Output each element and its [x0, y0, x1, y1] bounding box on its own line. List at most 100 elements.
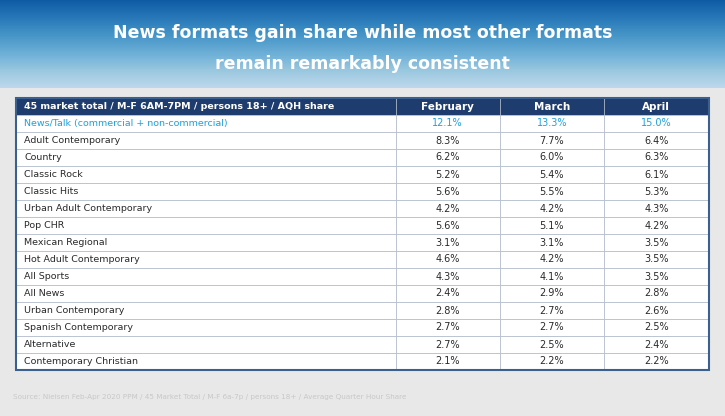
- Bar: [396, 251, 500, 268]
- Text: 3.5%: 3.5%: [644, 238, 668, 248]
- Bar: [396, 268, 500, 285]
- Text: 3.1%: 3.1%: [436, 238, 460, 248]
- Text: 6.0%: 6.0%: [539, 153, 564, 163]
- Text: 5.3%: 5.3%: [644, 186, 668, 196]
- Bar: [16, 200, 396, 217]
- Text: 2.6%: 2.6%: [644, 305, 668, 315]
- Text: 3.5%: 3.5%: [644, 255, 668, 265]
- Text: Mexican Regional: Mexican Regional: [24, 238, 107, 247]
- Bar: [396, 217, 500, 234]
- Bar: [604, 183, 709, 200]
- Bar: [396, 353, 500, 370]
- Bar: [16, 302, 396, 319]
- Bar: [500, 353, 604, 370]
- Bar: [16, 319, 396, 336]
- Bar: [604, 353, 709, 370]
- Text: Classic Hits: Classic Hits: [24, 187, 78, 196]
- Bar: [500, 115, 604, 132]
- Text: All Sports: All Sports: [24, 272, 70, 281]
- Bar: [396, 302, 500, 319]
- Bar: [396, 234, 500, 251]
- Bar: [500, 302, 604, 319]
- Bar: [16, 251, 396, 268]
- Bar: [500, 251, 604, 268]
- Bar: [604, 302, 709, 319]
- Bar: [500, 268, 604, 285]
- Text: 6.3%: 6.3%: [645, 153, 668, 163]
- Bar: [500, 336, 604, 353]
- Text: 5.2%: 5.2%: [436, 169, 460, 179]
- Text: 8.3%: 8.3%: [436, 136, 460, 146]
- Bar: [500, 200, 604, 217]
- Text: 4.2%: 4.2%: [539, 255, 564, 265]
- Bar: [396, 132, 500, 149]
- Text: 2.7%: 2.7%: [539, 322, 564, 332]
- Text: 2.8%: 2.8%: [436, 305, 460, 315]
- Bar: [16, 336, 396, 353]
- Text: remain remarkably consistent: remain remarkably consistent: [215, 55, 510, 73]
- Text: 4.2%: 4.2%: [644, 220, 668, 230]
- Bar: [500, 166, 604, 183]
- Text: 5.1%: 5.1%: [539, 220, 564, 230]
- Bar: [16, 132, 396, 149]
- Text: 2.7%: 2.7%: [436, 322, 460, 332]
- Text: 5.4%: 5.4%: [539, 169, 564, 179]
- Text: Urban Contemporary: Urban Contemporary: [24, 306, 125, 315]
- Bar: [396, 319, 500, 336]
- Bar: [604, 149, 709, 166]
- Text: News/Talk (commercial + non-commercial): News/Talk (commercial + non-commercial): [24, 119, 228, 128]
- Text: Country: Country: [24, 153, 62, 162]
- Text: 5.6%: 5.6%: [436, 186, 460, 196]
- Bar: [604, 115, 709, 132]
- Bar: [500, 217, 604, 234]
- Text: 7.7%: 7.7%: [539, 136, 564, 146]
- Text: 2.1%: 2.1%: [436, 357, 460, 366]
- Bar: [500, 234, 604, 251]
- Text: 4.2%: 4.2%: [539, 203, 564, 213]
- Bar: [604, 132, 709, 149]
- Bar: [16, 217, 396, 234]
- Bar: [604, 217, 709, 234]
- Bar: [396, 285, 500, 302]
- Text: 2.2%: 2.2%: [644, 357, 668, 366]
- Text: 2.8%: 2.8%: [644, 289, 668, 299]
- Text: 6.2%: 6.2%: [436, 153, 460, 163]
- Text: Classic Rock: Classic Rock: [24, 170, 83, 179]
- Text: 5.6%: 5.6%: [436, 220, 460, 230]
- Bar: [604, 234, 709, 251]
- Bar: [396, 149, 500, 166]
- Text: February: February: [421, 102, 474, 111]
- Bar: [604, 285, 709, 302]
- Text: 2.4%: 2.4%: [436, 289, 460, 299]
- Bar: [500, 285, 604, 302]
- Bar: [604, 268, 709, 285]
- Text: Spanish Contemporary: Spanish Contemporary: [24, 323, 133, 332]
- Text: Source: Nielsen Feb-Apr 2020 PPM / 45 Market Total / M-F 6a-7p / persons 18+ / A: Source: Nielsen Feb-Apr 2020 PPM / 45 Ma…: [13, 394, 407, 400]
- Bar: [396, 166, 500, 183]
- Bar: [396, 200, 500, 217]
- Bar: [16, 98, 396, 115]
- Bar: [16, 115, 396, 132]
- Bar: [16, 285, 396, 302]
- Text: Pop CHR: Pop CHR: [24, 221, 65, 230]
- Text: Hot Adult Contemporary: Hot Adult Contemporary: [24, 255, 140, 264]
- Bar: [604, 200, 709, 217]
- Text: 2.2%: 2.2%: [539, 357, 564, 366]
- Bar: [16, 234, 396, 251]
- Bar: [500, 183, 604, 200]
- Text: News formats gain share while most other formats: News formats gain share while most other…: [113, 24, 612, 42]
- Text: 45 market total / M-F 6AM-7PM / persons 18+ / AQH share: 45 market total / M-F 6AM-7PM / persons …: [24, 102, 334, 111]
- Bar: [604, 166, 709, 183]
- Text: 2.4%: 2.4%: [644, 339, 668, 349]
- Bar: [604, 251, 709, 268]
- Bar: [16, 353, 396, 370]
- Bar: [500, 319, 604, 336]
- Bar: [16, 268, 396, 285]
- Text: 2.7%: 2.7%: [539, 305, 564, 315]
- Bar: [500, 132, 604, 149]
- Text: 15.0%: 15.0%: [641, 119, 671, 129]
- Text: Alternative: Alternative: [24, 340, 77, 349]
- Text: 4.2%: 4.2%: [436, 203, 460, 213]
- Text: 4.6%: 4.6%: [436, 255, 460, 265]
- Text: 4.3%: 4.3%: [645, 203, 668, 213]
